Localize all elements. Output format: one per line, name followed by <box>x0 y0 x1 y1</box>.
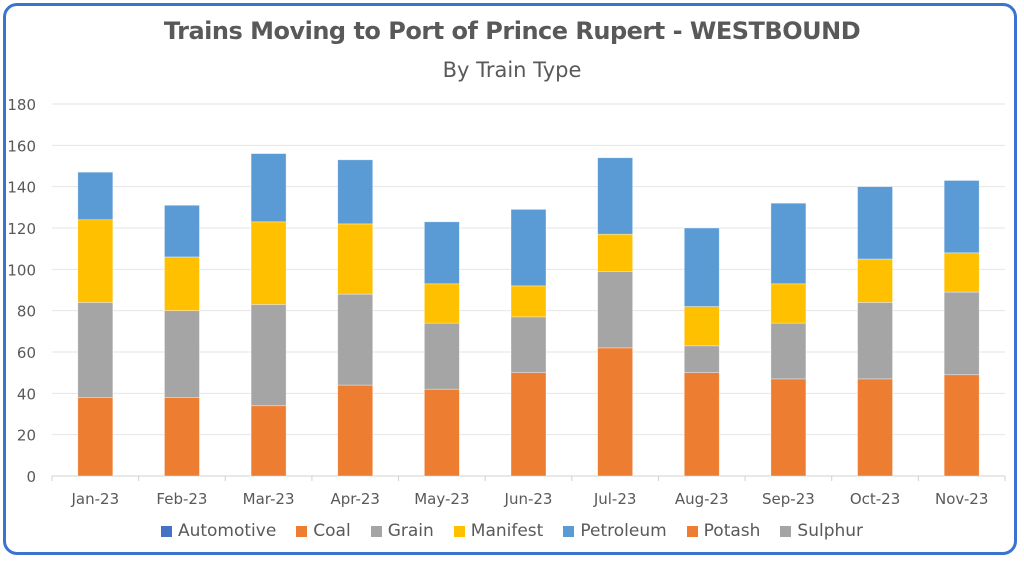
y-tick-label: 20 <box>17 427 36 445</box>
bar-manifest <box>424 283 460 324</box>
legend-item: Potash <box>686 521 761 541</box>
bar-grain <box>943 291 980 376</box>
bar-coal <box>164 397 200 477</box>
y-tick-label: 80 <box>17 303 36 321</box>
bar-manifest <box>770 283 807 324</box>
bar-coal <box>424 388 460 477</box>
y-tick-label: 60 <box>17 344 36 362</box>
bar-coal <box>77 397 114 477</box>
bar-grain <box>683 345 720 374</box>
x-tick-label: Feb-23 <box>156 490 207 508</box>
legend-label: Petroleum <box>580 521 667 541</box>
bar-grain <box>250 304 287 407</box>
x-tick-label: Sep-23 <box>762 490 815 508</box>
legend-item: Grain <box>370 521 434 541</box>
bar-manifest <box>510 285 547 318</box>
bar-petroleum <box>164 204 200 258</box>
bar-grain <box>857 302 893 380</box>
bar-coal <box>683 372 720 477</box>
bar-coal <box>510 372 547 477</box>
chart-title: Trains Moving to Port of Prince Rupert -… <box>163 17 861 45</box>
x-tick-label: May-23 <box>414 490 469 508</box>
bar-manifest <box>683 306 720 347</box>
legend-swatch <box>453 525 465 537</box>
y-tick-label: 40 <box>17 385 36 403</box>
legend-swatch <box>780 525 792 537</box>
x-tick-label: Mar-23 <box>243 490 295 508</box>
legend-label: Grain <box>387 521 434 541</box>
x-tick-label: Jul-23 <box>593 490 637 508</box>
legend-swatch <box>686 525 698 537</box>
bar-manifest <box>77 219 114 303</box>
y-tick-label: 100 <box>7 261 36 279</box>
bar-coal <box>770 378 807 477</box>
bar-coal <box>337 384 374 477</box>
legend-item: Automotive <box>160 521 277 541</box>
x-tick-label: Jun-23 <box>504 490 553 508</box>
bar-coal <box>597 347 633 477</box>
y-tick-label: 160 <box>7 137 36 155</box>
bar-petroleum <box>77 171 114 221</box>
legend-label: Manifest <box>470 521 544 541</box>
bar-coal <box>943 374 980 477</box>
legend-label: Sulphur <box>797 521 864 541</box>
y-tick-label: 0 <box>26 468 36 486</box>
bar-grain <box>597 271 633 349</box>
legend-item: Manifest <box>453 521 544 541</box>
bar-manifest <box>857 258 893 303</box>
bar-manifest <box>164 256 200 312</box>
bar-petroleum <box>597 157 633 235</box>
legend-swatch <box>160 525 172 537</box>
bar-petroleum <box>250 153 287 223</box>
bar-grain <box>164 310 200 398</box>
legend-label: Potash <box>703 521 761 541</box>
legend-item: Sulphur <box>780 521 863 541</box>
x-tick-label: Jan-23 <box>71 490 120 508</box>
y-tick-label: 140 <box>7 179 36 197</box>
x-tick-label: Aug-23 <box>675 490 729 508</box>
bar-petroleum <box>337 159 374 225</box>
legend-item: Petroleum <box>563 521 667 541</box>
legend-item: Coal <box>296 521 351 541</box>
legend-label: Automotive <box>177 521 277 541</box>
bar-petroleum <box>943 180 980 254</box>
legend-swatch <box>563 525 575 537</box>
x-tick-label: Oct-23 <box>850 490 900 508</box>
bar-grain <box>770 322 807 380</box>
bar-grain <box>510 316 547 374</box>
bar-petroleum <box>683 227 720 307</box>
bar-manifest <box>597 233 633 272</box>
legend-label: Coal <box>313 521 351 541</box>
bar-petroleum <box>510 209 547 287</box>
chart-subtitle: By Train Type <box>442 58 582 82</box>
bar-grain <box>424 322 460 390</box>
bar-manifest <box>337 223 374 295</box>
x-tick-label: Nov-23 <box>935 490 988 508</box>
chart-frame <box>3 3 1017 555</box>
bar-petroleum <box>770 202 807 285</box>
bar-coal <box>250 405 287 477</box>
bar-manifest <box>250 221 287 305</box>
bar-grain <box>77 302 114 398</box>
x-tick-label: Apr-23 <box>330 490 380 508</box>
legend-swatch <box>370 525 382 537</box>
y-tick-label: 120 <box>7 220 36 238</box>
bar-coal <box>857 378 893 477</box>
y-tick-label: 180 <box>7 96 36 114</box>
chart-legend: Automotive Coal Grain Manifest Petroleum Pota… <box>0 521 1024 541</box>
bar-grain <box>337 293 374 386</box>
bar-manifest <box>943 252 980 293</box>
bar-petroleum <box>424 221 460 285</box>
legend-swatch <box>296 525 308 537</box>
bar-petroleum <box>857 186 893 260</box>
